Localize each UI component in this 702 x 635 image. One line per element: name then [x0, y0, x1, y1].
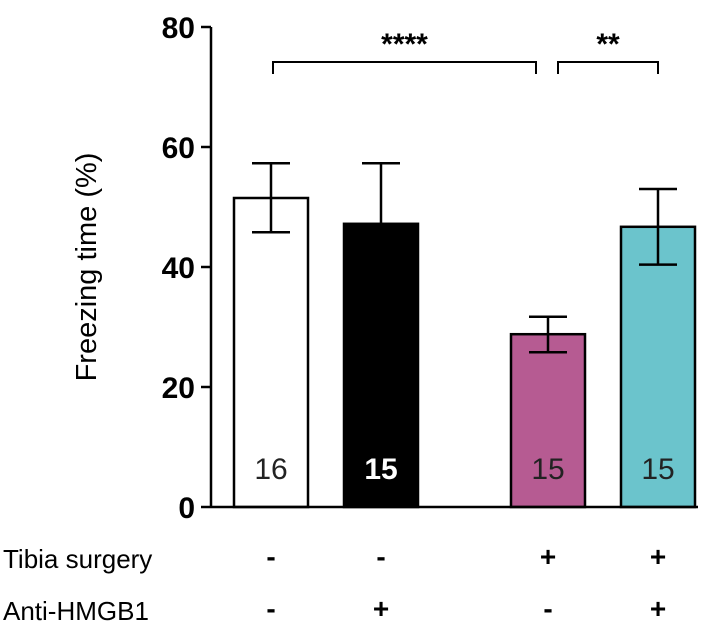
y-tick-label: 60: [162, 132, 195, 165]
y-axis: 0 20 40 60 80: [162, 12, 213, 525]
bar-n-label: 16: [254, 453, 287, 486]
bar: [342, 222, 420, 509]
bars: 16 15 15 15: [232, 161, 697, 509]
plus-sign: +: [540, 541, 556, 572]
y-tick-label: 80: [162, 12, 195, 45]
significance-brackets: **** **: [272, 28, 659, 74]
minus-sign: -: [266, 541, 275, 572]
bar-n-label: 15: [531, 453, 564, 486]
plus-sign: +: [650, 593, 666, 624]
minus-sign: -: [266, 593, 275, 624]
minus-sign: -: [376, 541, 385, 572]
significance-label: **: [596, 28, 620, 61]
bar-n-label: 15: [364, 453, 397, 486]
minus-sign: -: [543, 593, 552, 624]
bar: [619, 225, 697, 509]
plus-sign: +: [650, 541, 666, 572]
y-tick-label: 20: [162, 372, 195, 405]
y-tick-label: 40: [162, 252, 195, 285]
condition-table: Tibia surgery - - + + Anti-HMGB1 - + - +: [3, 541, 666, 626]
condition-row-label: Tibia surgery: [3, 544, 152, 574]
condition-row-label: Anti-HMGB1: [3, 596, 149, 626]
bar-n-label: 15: [641, 453, 674, 486]
significance-bracket: [272, 61, 537, 74]
plus-sign: +: [373, 593, 389, 624]
y-axis-title: Freezing time (%): [71, 153, 103, 382]
significance-bracket: [557, 61, 659, 74]
y-tick-label: 0: [178, 492, 195, 525]
significance-label: ****: [381, 28, 428, 61]
